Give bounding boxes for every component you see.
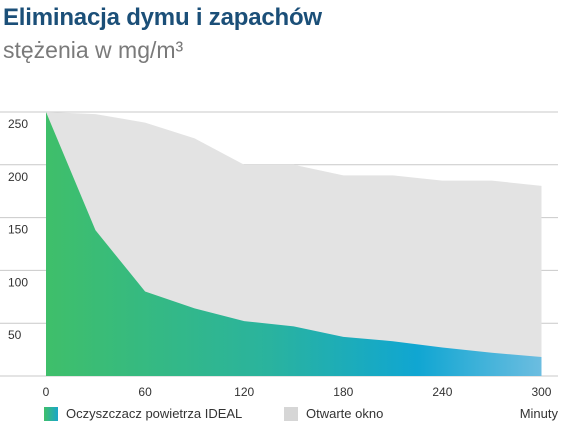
x-tick-label-180: 180 xyxy=(333,385,353,399)
legend-swatch-ideal xyxy=(44,406,58,421)
x-tick-label-300: 300 xyxy=(531,385,551,399)
y-tick-label-100: 100 xyxy=(8,275,28,289)
legend-label-window: Otwarte okno xyxy=(306,406,384,421)
legend: Oczyszczacz powietrza IDEAL Otwarte okno… xyxy=(0,406,564,428)
y-tick-label-200: 200 xyxy=(8,170,28,184)
x-tick-label-120: 120 xyxy=(234,385,254,399)
x-tick-label-60: 60 xyxy=(138,385,152,399)
y-tick-label-50: 50 xyxy=(8,328,22,342)
y-tick-label-150: 150 xyxy=(8,223,28,237)
chart-title: Eliminacja dymu i zapachów xyxy=(3,4,322,31)
chart-subtitle: stężenia w mg/m³ xyxy=(3,37,184,63)
y-tick-label-250: 250 xyxy=(8,117,28,131)
x-axis-unit-label: Minuty xyxy=(519,406,558,421)
legend-item-window: Otwarte okno xyxy=(284,406,383,421)
x-tick-label-240: 240 xyxy=(432,385,452,399)
x-tick-label-0: 0 xyxy=(43,385,50,399)
legend-item-ideal: Oczyszczacz powietrza IDEAL xyxy=(44,406,242,421)
series-area-ideal xyxy=(46,112,542,376)
legend-swatch-window xyxy=(284,406,298,421)
legend-label-ideal: Oczyszczacz powietrza IDEAL xyxy=(66,406,243,421)
